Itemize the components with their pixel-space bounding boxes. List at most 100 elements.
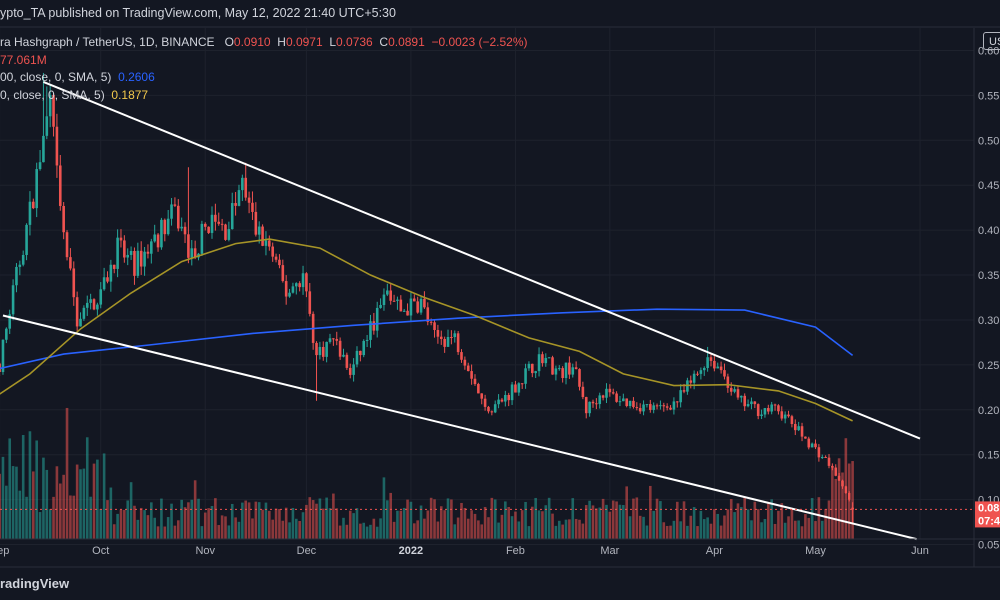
candle-body [419, 298, 423, 313]
volume-bar [89, 496, 92, 539]
candle-body [271, 246, 274, 257]
volume-bar [257, 502, 261, 539]
volume-bar [743, 497, 747, 539]
volume-bar [723, 515, 726, 539]
volume-bar [315, 503, 318, 539]
candle-body [412, 298, 416, 302]
volume-bar [106, 500, 109, 539]
legend-volume-row[interactable]: 77.061M [0, 52, 528, 70]
countdown-text: 07:4 [978, 515, 1000, 527]
candle-body [214, 214, 217, 222]
candle-body [133, 250, 136, 276]
candle-body [392, 300, 396, 302]
brand-text: radingView [0, 576, 70, 591]
volume-bar [709, 523, 713, 539]
volume-bar [733, 512, 736, 539]
candle-body [65, 232, 69, 258]
volume-bar [571, 498, 575, 539]
candle-body [106, 277, 109, 282]
volume-bar [412, 523, 416, 539]
candle-body [689, 380, 693, 383]
volume-bar [584, 505, 588, 539]
candle-body [817, 447, 821, 458]
candle-body [699, 370, 703, 374]
candle-body [436, 330, 440, 337]
candle-body [389, 290, 392, 301]
volume-bar [682, 501, 686, 539]
candle-body [767, 408, 770, 412]
candle-body [234, 203, 237, 206]
volume-bar [325, 497, 328, 539]
volume-bar [446, 498, 450, 539]
candle-body [642, 404, 645, 412]
currency-button[interactable]: US [983, 32, 1000, 50]
volume-bar [65, 407, 69, 539]
candle-body [561, 368, 564, 379]
legend-ma-slow-row[interactable]: 00, close, 0, SMA, 5) 0.2606 [0, 69, 528, 87]
candle-body [116, 237, 119, 269]
volume-bar [652, 510, 655, 539]
candle-body [847, 492, 851, 500]
volume-bar [790, 508, 794, 539]
volume-bar [345, 524, 349, 539]
volume-bar [450, 499, 453, 539]
candle-body [810, 443, 814, 448]
volume-bar [298, 521, 301, 539]
volume-bar [686, 525, 689, 539]
candle-body [531, 363, 534, 374]
volume-bar [119, 509, 123, 539]
candle-body [278, 259, 281, 266]
volume-bar [150, 502, 153, 539]
volume-bar [92, 463, 96, 539]
candle-body [129, 250, 133, 255]
candle-body [527, 363, 531, 369]
candle-body [291, 286, 295, 293]
candle-body [574, 367, 578, 370]
volume-bar [797, 520, 800, 539]
candle-body [156, 234, 160, 248]
candle-body [632, 400, 635, 408]
time-tick-labels: Sep Oct Nov Dec 2022 Feb Mar Apr May Jun [0, 545, 929, 557]
footer-panel [0, 567, 1000, 600]
candle-body [820, 456, 824, 458]
volume-bar [672, 520, 676, 539]
legend-ohlc-row[interactable]: ra Hashgraph / TetherUS, 1D, BINANCE O0.… [0, 34, 528, 52]
volume-bar [382, 477, 386, 539]
volume-bar [264, 502, 268, 539]
candle-body [75, 297, 79, 327]
candle-body [409, 298, 413, 316]
candle-body [588, 401, 591, 414]
candle-body [608, 388, 612, 393]
volume-bar [136, 519, 140, 539]
volume-bar [392, 521, 396, 539]
candle-body [423, 298, 426, 308]
candle-body [517, 383, 521, 393]
volume-bar [214, 498, 217, 539]
volume-bar [35, 440, 38, 539]
volume-bar [487, 517, 490, 539]
volume-bar [251, 518, 254, 539]
volume-bar [230, 503, 234, 539]
candle-body [254, 211, 258, 235]
volume-bar [645, 525, 649, 539]
candle-body [227, 229, 231, 240]
legend-ma-fast-row[interactable]: 0, close, 0, SMA, 5) 0.1877 [0, 87, 528, 105]
volume-bar [139, 507, 143, 539]
volume-bar [274, 508, 278, 539]
candle-body [719, 366, 723, 371]
volume-bar [409, 501, 413, 539]
volume-bar [706, 517, 709, 539]
volume-bar [831, 466, 834, 539]
candle-body [102, 277, 106, 290]
candle-body [470, 371, 473, 379]
volume-bar [143, 510, 146, 539]
volume-bar [372, 518, 376, 539]
volume-bar [608, 511, 612, 539]
volume-bar [190, 499, 194, 539]
candle-body [534, 371, 537, 374]
volume-bar [767, 502, 770, 539]
candle-body [176, 205, 180, 229]
candle-body [247, 197, 251, 203]
candle-body [348, 367, 352, 375]
